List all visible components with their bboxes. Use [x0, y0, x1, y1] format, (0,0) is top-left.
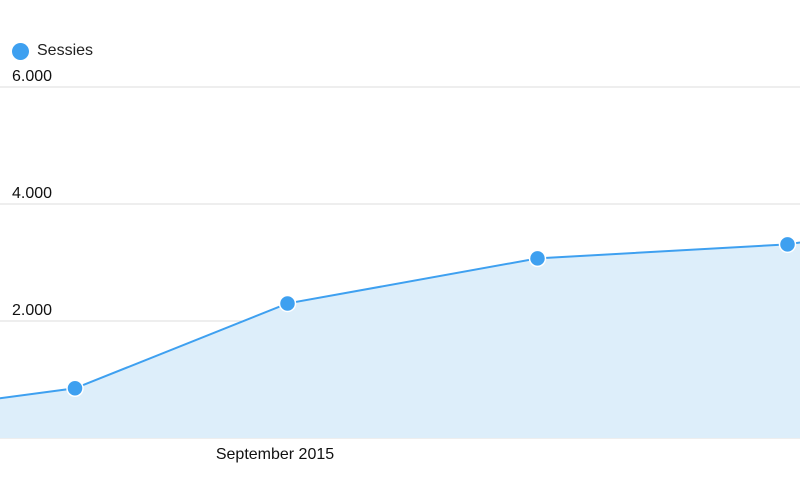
x-tick-label: September 2015 [216, 446, 334, 463]
legend-label-sessies: Sessies [37, 42, 94, 59]
series-area-sessies [0, 150, 800, 438]
chart-legend: Sessies [12, 42, 93, 60]
y-tick-label: 2.000 [12, 302, 52, 319]
data-point-2 [278, 294, 297, 313]
data-point-4 [778, 235, 797, 254]
y-tick-label: 6.000 [12, 68, 52, 85]
legend-swatch-sessies [12, 42, 29, 60]
y-tick-label: 4.000 [12, 185, 52, 202]
data-point-1 [66, 379, 84, 398]
data-point-3 [528, 249, 547, 268]
